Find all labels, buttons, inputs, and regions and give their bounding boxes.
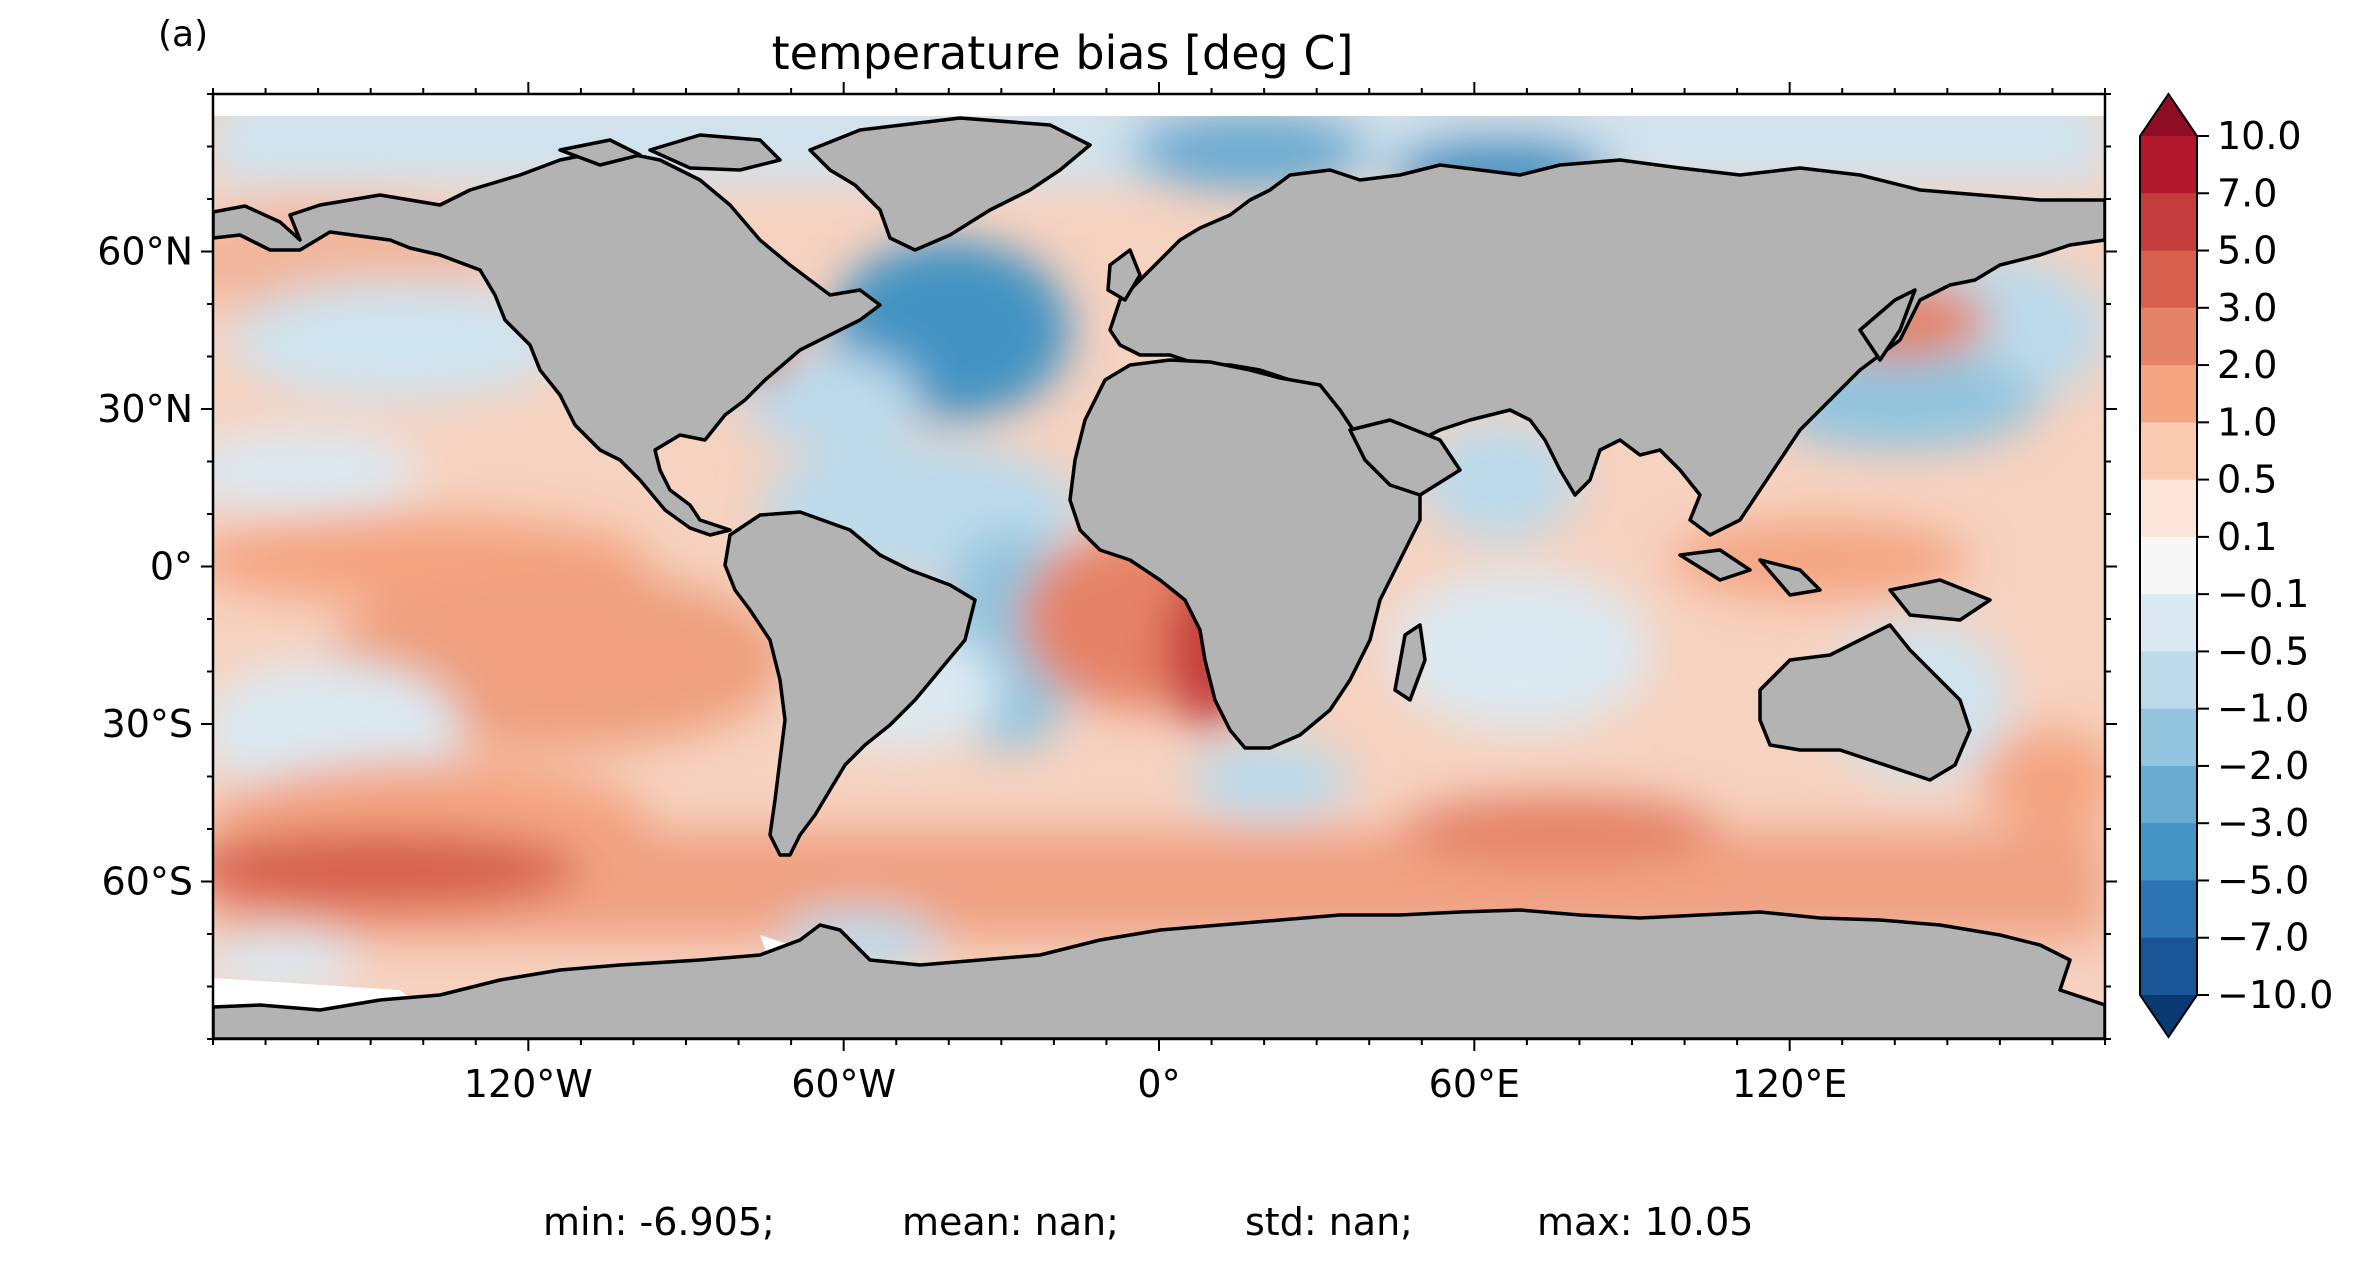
africa — [1068, 358, 1422, 750]
colorbar-band — [2140, 250, 2197, 309]
australia — [1758, 623, 1972, 782]
colorbar-extend-max — [2140, 94, 2197, 136]
y-tick-label: 60°S — [102, 860, 193, 904]
y-tick-label: 0° — [150, 545, 193, 589]
panel-label: (a) — [158, 14, 209, 55]
colorbar-band — [2140, 937, 2197, 996]
antarctica — [213, 908, 2105, 1039]
colorbar-label: 0.1 — [2217, 515, 2277, 559]
colorbar-band — [2140, 536, 2197, 595]
y-tick-label: 30°S — [102, 702, 193, 746]
x-tick-label: 120°E — [1732, 1062, 1848, 1106]
colorbar-label: 3.0 — [2217, 286, 2277, 330]
colorbar-band — [2140, 823, 2197, 881]
colorbar-band — [2140, 193, 2197, 252]
colorbar-band — [2140, 765, 2197, 824]
stat-mean: mean: nan; — [902, 1200, 1119, 1244]
land-masses — [213, 116, 2105, 1039]
y-tick-label: 30°N — [97, 387, 193, 431]
map-plot-area — [213, 94, 2105, 1039]
colorbar-label: 1.0 — [2217, 400, 2277, 444]
colorbar-band — [2140, 307, 2197, 366]
colorbar-band — [2140, 880, 2197, 939]
colorbar-label: 0.5 — [2217, 458, 2277, 502]
x-tick-label: 60°E — [1429, 1062, 1520, 1106]
colorbar-label: −0.1 — [2217, 572, 2309, 616]
south-america — [723, 510, 977, 857]
axis-tick-labels: 120°W 60°W 0° 60°E 120°E 60°N 30°N 0° 30°S 60°S — [97, 230, 1847, 1107]
colorbar-label: 7.0 — [2217, 171, 2277, 215]
colorbar-extend-min — [2140, 995, 2197, 1037]
colorbar-band — [2140, 365, 2197, 423]
colorbar-band — [2140, 651, 2197, 710]
stat-max: max: 10.05 — [1537, 1200, 1754, 1244]
colorbar-band — [2140, 422, 2197, 481]
colorbar-label: −7.0 — [2217, 916, 2309, 960]
x-tick-label: 0° — [1137, 1062, 1180, 1106]
colorbar: 10.0 7.0 5.0 3.0 2.0 1.0 0.5 0.1 −0.1 −0.5 −1.0 −2.… — [2139, 92, 2333, 1039]
colorbar-label: 2.0 — [2217, 343, 2277, 387]
colorbar-band — [2140, 594, 2197, 652]
axis-ticks — [201, 82, 2117, 1051]
colorbar-band — [2140, 136, 2197, 194]
colorbar-label: −0.5 — [2217, 629, 2309, 673]
colorbar-label: −5.0 — [2217, 858, 2309, 902]
map-title: temperature bias [deg C] — [771, 26, 1354, 80]
colorbar-band — [2140, 708, 2197, 767]
x-tick-label: 60°W — [791, 1062, 896, 1106]
colorbar-label: 5.0 — [2217, 229, 2277, 273]
colorbar-band — [2140, 479, 2197, 538]
stat-min: min: -6.905; — [543, 1200, 775, 1244]
stat-std: std: nan; — [1245, 1200, 1413, 1244]
colorbar-label: −3.0 — [2217, 801, 2309, 845]
y-tick-label: 60°N — [97, 230, 193, 274]
colorbar-label: −10.0 — [2217, 973, 2333, 1017]
x-tick-label: 120°W — [464, 1062, 593, 1106]
colorbar-label: −2.0 — [2217, 744, 2309, 788]
colorbar-label: 10.0 — [2217, 114, 2302, 158]
colorbar-label: −1.0 — [2217, 687, 2309, 731]
madagascar — [1393, 623, 1427, 702]
greenland — [808, 116, 1092, 252]
north-america — [213, 148, 882, 537]
